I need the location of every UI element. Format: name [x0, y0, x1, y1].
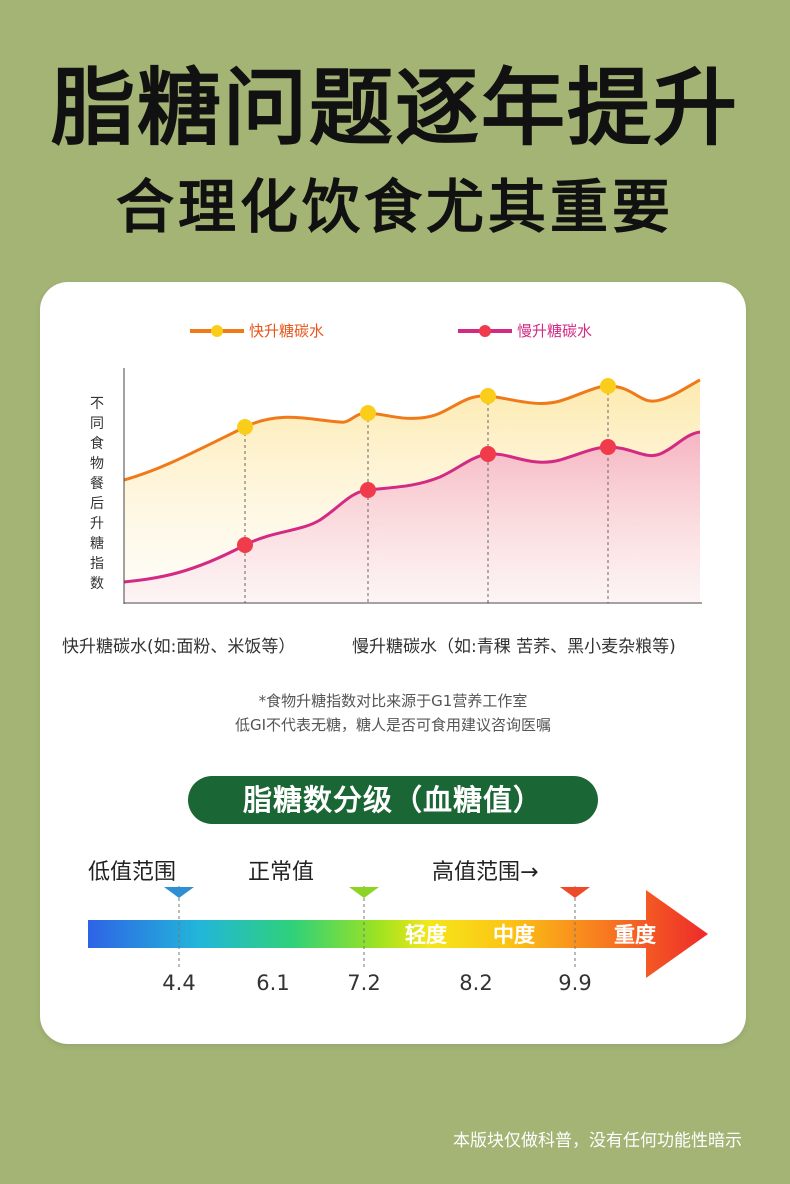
y-axis-label-char: 后: [90, 496, 104, 512]
legend-slow: 慢升糖碳水: [458, 322, 592, 340]
y-axis-label-char: 同: [90, 416, 104, 432]
range-low-label: 低值范围: [88, 860, 177, 885]
scale-tick-label: 9.9: [558, 971, 591, 995]
scale-title: 脂糖数分级（血糖值）: [188, 776, 598, 824]
gi-note: 低GI不代表无糖，糖人是否可食用建议咨询医嘱: [234, 716, 552, 734]
chart-markers: [237, 378, 616, 553]
category-fast: 快升糖碳水(如:面粉、米饭等）: [62, 637, 296, 657]
category-slow: 慢升糖碳水（如:青稞 苦荞、黑小麦杂粮等): [352, 637, 676, 657]
y-axis-label-char: 指: [90, 556, 104, 572]
slow-carb-point: [360, 482, 376, 498]
scale-tick-label: 4.4: [162, 971, 195, 995]
scale-bar: [88, 890, 708, 978]
scale-marker-triangle: [349, 887, 379, 898]
scale-marker-triangle: [164, 887, 194, 898]
legend-fast-marker: [211, 325, 223, 337]
source-note: *食物升糖指数对比来源于G1营养工作室: [258, 692, 528, 710]
level-mild: 轻度: [405, 923, 447, 947]
y-axis-label-char: 升: [90, 516, 104, 532]
scale-marker-triangle: [560, 887, 590, 898]
slow-carb-point: [600, 439, 616, 455]
slow-carb-line: [123, 430, 701, 584]
fast-carb-point: [480, 388, 496, 404]
scale-tick-labels: 4.4 6.1 7.2 8.2 9.9: [162, 971, 591, 995]
scale-markers: [164, 887, 590, 898]
legend-fast: 快升糖碳水: [190, 322, 324, 340]
glucose-scale: 轻度 中度 重度 4.4 6.1 7.2 8.2 9.9: [88, 886, 708, 995]
slow-carb-point: [480, 446, 496, 462]
info-card: 快升糖碳水 慢升糖碳水 不同食物餐后升糖指数 快升糖碳水(如:面粉、米饭等） 慢…: [40, 282, 746, 1044]
range-normal-label: 正常值: [248, 860, 315, 885]
range-high-label: 高值范围→: [432, 860, 539, 885]
slow-carb-point: [237, 537, 253, 553]
scale-guides: [178, 886, 576, 970]
legend-slow-label: 慢升糖碳水: [517, 322, 592, 340]
legend-slow-marker: [479, 325, 491, 337]
headline: 脂糖问题逐年提升: [50, 59, 739, 157]
scale-tick-label: 8.2: [459, 971, 492, 995]
fast-carb-point: [237, 419, 253, 435]
fast-carb-line: [123, 378, 701, 482]
y-axis-label-char: 餐: [90, 476, 104, 492]
y-axis-label-char: 食: [90, 435, 104, 452]
level-moderate: 中度: [493, 923, 535, 947]
y-axis-label-char: 糖: [90, 536, 104, 552]
fast-carb-point: [360, 405, 376, 421]
level-severe: 重度: [614, 923, 656, 947]
fast-carb-point: [600, 378, 616, 394]
y-axis-label-char: 物: [90, 456, 104, 472]
scale-tick-label: 7.2: [347, 971, 380, 995]
y-axis-label-char: 不: [90, 396, 104, 412]
legend-fast-label: 快升糖碳水: [249, 322, 324, 340]
scale-tick-label: 6.1: [256, 971, 289, 995]
y-axis-label-char: 数: [90, 576, 104, 592]
disclaimer: 本版块仅做科普，没有任何功能性暗示: [453, 1131, 742, 1151]
guide-lines: [244, 386, 609, 603]
subheadline: 合理化饮食尤其重要: [115, 173, 674, 241]
slow-carb-area: [124, 432, 700, 602]
